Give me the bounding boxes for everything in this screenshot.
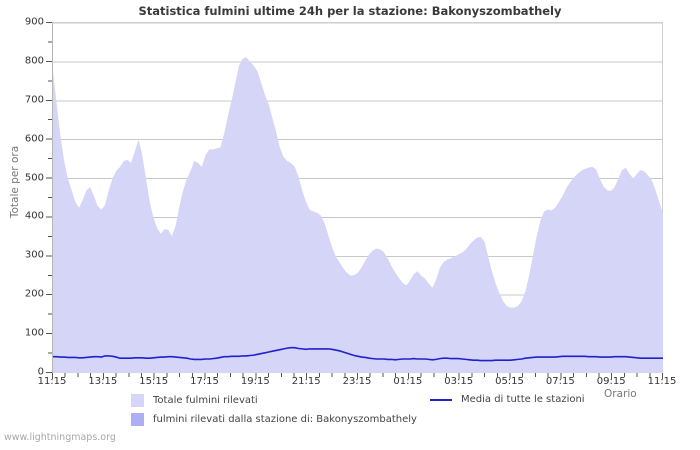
x-tick-label: 23:15 xyxy=(342,376,372,387)
y-axis-tick-marks xyxy=(46,22,52,373)
x-tick-label: 11:15 xyxy=(37,376,67,387)
y-tick-label: 100 xyxy=(24,327,44,339)
x-tick-label: 11:15 xyxy=(647,376,677,387)
x-tick-label: 09:15 xyxy=(596,376,626,387)
x-tick-label: 19:15 xyxy=(240,376,270,387)
legend-item-average[interactable]: Media di tutte le stazioni xyxy=(430,394,585,405)
legend-label-total: Totale fulmini rilevati xyxy=(153,395,258,406)
x-tick-label: 21:15 xyxy=(291,376,321,387)
x-tick-label: 15:15 xyxy=(139,376,169,387)
x-tick-label: 01:15 xyxy=(393,376,423,387)
x-tick-label: 13:15 xyxy=(88,376,118,387)
chart-title: Statistica fulmini ultime 24h per la sta… xyxy=(138,4,562,18)
legend-swatch-station xyxy=(131,413,144,426)
area-series-total xyxy=(53,57,663,373)
legend-label-average: Media di tutte le stazioni xyxy=(461,394,585,405)
legend-item-station[interactable]: fulmini rilevati dalla stazione di: Bako… xyxy=(131,413,417,426)
watermark: www.lightningmaps.org xyxy=(4,432,116,443)
x-tick-label: 17:15 xyxy=(190,376,219,387)
plot-area xyxy=(52,22,663,373)
x-tick-label: 05:15 xyxy=(495,376,524,387)
legend-label-station: fulmini rilevati dalla stazione di: Bako… xyxy=(153,414,417,425)
chart-legend: Totale fulmini rilevati fulmini rilevati… xyxy=(0,392,700,432)
legend-item-total[interactable]: Totale fulmini rilevati xyxy=(131,394,258,407)
line-series-average xyxy=(53,346,663,362)
y-tick-label: 800 xyxy=(24,55,44,67)
y-tick-label: 300 xyxy=(24,249,44,261)
plot-svg xyxy=(53,23,663,373)
y-tick-label: 600 xyxy=(24,133,44,145)
y-tick-label: 700 xyxy=(24,94,44,106)
y-tick-label: 900 xyxy=(24,16,44,28)
x-axis-label: Orario xyxy=(604,388,637,400)
axis-tick-marks xyxy=(52,373,663,379)
x-tick-label: 07:15 xyxy=(545,376,575,387)
legend-swatch-total xyxy=(131,394,144,407)
y-tick-label: 400 xyxy=(24,210,44,222)
y-tick-label: 0 xyxy=(37,366,44,378)
legend-line-average xyxy=(430,398,452,401)
y-tick-label: 200 xyxy=(24,288,44,300)
x-tick-label: 03:15 xyxy=(444,376,474,387)
y-tick-label: 500 xyxy=(24,172,44,184)
